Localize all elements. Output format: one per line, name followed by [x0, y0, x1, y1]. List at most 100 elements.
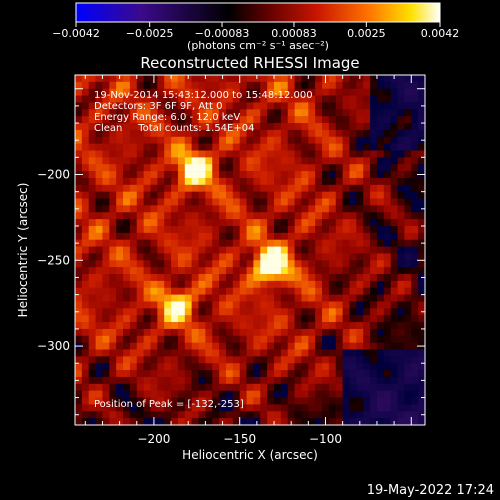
heatmap-cell	[411, 102, 419, 110]
heatmap-cell	[177, 171, 186, 179]
heatmap-cell	[397, 212, 405, 220]
heatmap-cell	[219, 390, 227, 398]
heatmap-cell	[322, 287, 330, 295]
heatmap-cell	[95, 315, 103, 323]
heatmap-cell	[280, 260, 289, 268]
heatmap-cell	[267, 335, 275, 343]
heatmap-cell	[274, 95, 282, 103]
heatmap-cell	[239, 397, 247, 405]
heatmap-cell	[397, 274, 405, 282]
heatmap-cell	[171, 150, 179, 158]
heatmap-cell	[116, 239, 124, 247]
heatmap-cell	[136, 322, 144, 330]
heatmap-cell	[376, 157, 385, 165]
heatmap-cell	[411, 136, 419, 144]
heatmap-cell	[294, 191, 302, 199]
heatmap-cell	[225, 411, 234, 419]
heatmap-cell	[335, 225, 343, 234]
heatmap-cell	[239, 301, 247, 309]
heatmap-cell	[411, 225, 419, 234]
heatmap-cell	[143, 267, 151, 275]
heatmap-cell	[164, 219, 172, 227]
heatmap-cell	[294, 88, 302, 96]
heatmap-cell	[102, 390, 110, 398]
heatmap-cell	[418, 198, 426, 206]
heatmap-cell	[397, 143, 405, 151]
heatmap-cell	[383, 322, 391, 330]
heatmap-cell	[95, 294, 103, 302]
heatmap-cell	[390, 411, 398, 419]
heatmap-cell	[191, 88, 199, 96]
heatmap-cell	[198, 109, 206, 117]
heatmap-cell	[322, 164, 330, 172]
heatmap-cell	[88, 383, 96, 391]
heatmap-cell	[75, 198, 83, 206]
heatmap-cell	[397, 198, 405, 206]
heatmap-cell	[280, 102, 289, 110]
heatmap-cell	[143, 376, 151, 385]
heatmap-cell	[164, 253, 172, 261]
heatmap-cell	[171, 81, 179, 90]
heatmap-cell	[349, 246, 357, 254]
heatmap-cell	[411, 287, 419, 295]
heatmap-cell	[102, 315, 110, 323]
heatmap-cell	[404, 123, 412, 131]
heatmap-cell	[397, 404, 405, 412]
heatmap-cell	[383, 102, 391, 110]
heatmap-cell	[294, 198, 302, 206]
heatmap-cell	[88, 102, 96, 110]
heatmap-cell	[294, 328, 302, 337]
heatmap-cell	[301, 164, 309, 172]
heatmap-cell	[363, 129, 371, 138]
heatmap-cell	[232, 308, 241, 316]
heatmap-cell	[267, 280, 275, 289]
heatmap-cell	[95, 267, 103, 275]
heatmap-cell	[301, 184, 309, 192]
heatmap-cell	[349, 150, 357, 158]
heatmap-cell	[171, 411, 179, 419]
heatmap-cell	[136, 363, 144, 371]
heatmap-cell	[232, 164, 241, 172]
heatmap-cell	[280, 349, 289, 357]
heatmap-cell	[322, 232, 330, 241]
heatmap-cell	[411, 349, 419, 357]
heatmap-cell	[267, 136, 275, 144]
heatmap-cell	[404, 390, 412, 398]
heatmap-cell	[363, 294, 371, 302]
heatmap-cell	[164, 322, 172, 330]
heatmap-cell	[390, 253, 398, 261]
heatmap-cell	[356, 356, 364, 364]
heatmap-cell	[301, 239, 309, 247]
heatmap-cell	[383, 315, 391, 323]
heatmap-cell	[129, 171, 138, 179]
heatmap-cell	[404, 328, 412, 337]
heatmap-cell	[397, 308, 405, 316]
heatmap-cell	[129, 356, 138, 364]
heatmap-cell	[301, 81, 309, 90]
heatmap-cell	[157, 301, 165, 309]
heatmap-cell	[342, 239, 350, 247]
heatmap-cell	[370, 308, 378, 316]
heatmap-cell	[225, 212, 234, 220]
heatmap-cell	[287, 404, 295, 412]
heatmap-cell	[342, 397, 350, 405]
info-energy-range: Energy Range: 6.0 - 12.0 keV	[94, 112, 240, 123]
heatmap-cell	[383, 308, 391, 316]
heatmap-cell	[143, 81, 151, 90]
heatmap-cell	[370, 404, 378, 412]
heatmap-cell	[280, 81, 289, 90]
heatmap-cell	[116, 102, 124, 110]
heatmap-cell	[370, 370, 378, 378]
heatmap-cell	[123, 418, 131, 426]
heatmap-cell	[418, 390, 426, 398]
heatmap-cell	[75, 177, 83, 186]
heatmap-cell	[171, 287, 179, 295]
heatmap-cell	[280, 294, 289, 302]
heatmap-cell	[219, 246, 227, 254]
heatmap-cell	[322, 294, 330, 302]
heatmap-cell	[383, 260, 391, 268]
heatmap-cell	[383, 150, 391, 158]
heatmap-cell	[308, 171, 316, 179]
heatmap-cell	[335, 322, 343, 330]
heatmap-cell	[274, 232, 282, 241]
